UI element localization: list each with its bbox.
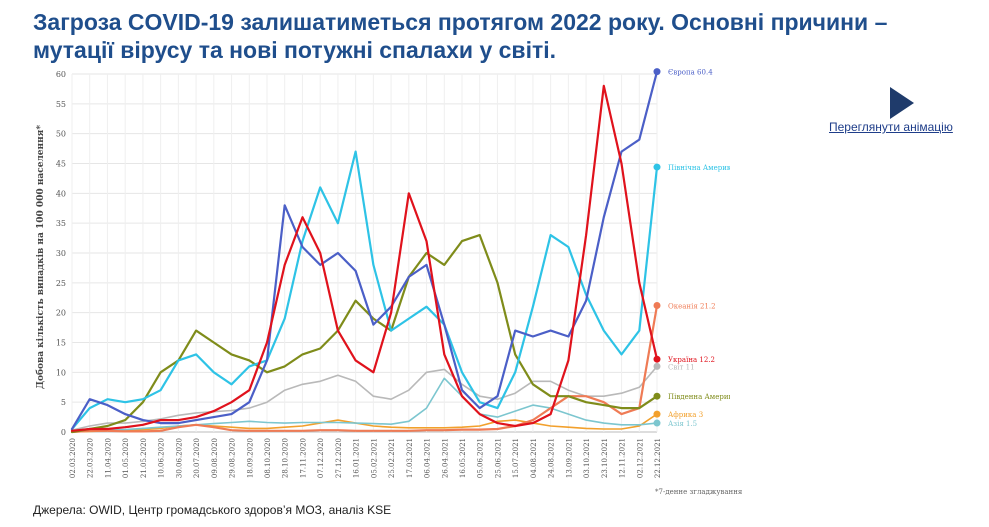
x-tick-label: 12.11.2021 [619, 438, 627, 478]
x-tick-label: 22.12.2021 [654, 438, 662, 478]
series-line [70, 304, 659, 434]
y-tick-label: 0 [61, 428, 66, 437]
x-tick-label: 03.10.2021 [583, 438, 591, 478]
y-tick-label: 20 [56, 309, 66, 318]
series-end-label: Україна 12.2 [668, 356, 715, 364]
x-tick-label: 02.03.2020 [69, 438, 77, 478]
x-tick-label: 17.11.2020 [299, 438, 307, 478]
play-animation-link[interactable]: Переглянути анімацію [829, 120, 953, 134]
x-tick-label: 27.12.2020 [335, 438, 343, 478]
x-tick-label: 01.05.2020 [122, 438, 130, 478]
y-tick-label: 50 [56, 130, 66, 139]
x-tick-label: 16.05.2021 [459, 438, 467, 478]
x-tick-label: 28.10.2020 [282, 438, 290, 478]
y-tick-label: 55 [56, 100, 66, 109]
y-tick-label: 40 [56, 189, 66, 198]
x-tick-label: 06.04.2021 [424, 438, 432, 478]
series-end-point [653, 392, 661, 400]
x-tick-label: 08.10.2020 [264, 438, 272, 478]
series-end-point [653, 419, 661, 427]
x-tick-label: 07.12.2020 [317, 438, 325, 478]
x-tick-label: 25.06.2021 [494, 438, 502, 478]
series-end-point [653, 355, 661, 363]
series-line [71, 377, 658, 433]
y-tick-label: 35 [56, 219, 66, 228]
x-tick-label: 25.02.2021 [388, 438, 396, 478]
y-tick-label: 45 [56, 160, 66, 169]
series-end-label: Північна Америка 44.4 [668, 164, 730, 172]
series-end-point [653, 410, 661, 418]
x-tick-label: 16.01.2021 [353, 438, 361, 478]
x-tick-label: 17.03.2021 [406, 438, 414, 478]
series-end-point [653, 302, 661, 310]
x-tick-label: 18.09.2020 [246, 438, 254, 478]
y-tick-label: 5 [61, 398, 66, 407]
x-tick-label: 05.02.2021 [370, 438, 378, 478]
smoothing-note: *7-денне згладжування [655, 488, 743, 496]
y-tick-label: 25 [56, 279, 66, 288]
series-line [70, 70, 659, 431]
x-tick-label: 05.06.2021 [477, 438, 485, 478]
x-tick-label: 02.12.2021 [636, 438, 644, 478]
x-tick-label: 11.04.2020 [104, 438, 112, 478]
y-tick-label: 60 [56, 70, 66, 79]
series-end-label: Африка 3 [668, 411, 703, 419]
x-tick-label: 04.08.2021 [530, 438, 538, 478]
x-tick-label: 23.10.2021 [601, 438, 609, 478]
y-tick-label: 15 [56, 339, 66, 348]
x-tick-label: 09.08.2020 [211, 438, 219, 478]
x-tick-label: 22.03.2020 [87, 438, 95, 478]
x-tick-label: 21.05.2020 [140, 438, 148, 478]
series-end-point [653, 362, 661, 370]
play-icon[interactable] [890, 87, 914, 119]
x-tick-label: 29.08.2020 [229, 438, 237, 478]
series-end-label: Азія 1.5 [668, 420, 697, 428]
y-axis-label: Добова кількість випадків на 100 000 нас… [35, 125, 46, 389]
x-tick-label: 30.06.2020 [175, 438, 183, 478]
series-line [70, 234, 659, 434]
play-animation-button[interactable] [880, 83, 920, 123]
x-tick-label: 10.06.2020 [158, 438, 166, 478]
series-end-label: Європа 60.4 [668, 69, 713, 77]
series-line [70, 150, 659, 431]
series-end-label: Океанія 21.2 [668, 303, 716, 311]
series-end-label: Світ 11 [668, 363, 695, 371]
x-tick-label: 15.07.2021 [512, 438, 520, 478]
series-end-label: Південна Америка 6 [668, 393, 730, 401]
series-line [70, 84, 659, 432]
series-end-point [653, 68, 661, 76]
y-tick-label: 10 [56, 368, 66, 377]
line-chart: Добова кількість випадків на 100 000 нас… [35, 68, 730, 478]
x-tick-label: 26.04.2021 [441, 438, 449, 478]
y-tick-label: 30 [56, 249, 66, 258]
x-tick-label: 20.07.2020 [193, 438, 201, 478]
page-title: Загроза COVID-19 залишатиметься протягом… [33, 9, 888, 63]
source-note: Джерела: OWID, Центр громадського здоров… [33, 503, 392, 517]
series-end-point [653, 163, 661, 171]
x-tick-label: 24.08.2021 [548, 438, 556, 478]
x-tick-label: 13.09.2021 [565, 438, 573, 478]
